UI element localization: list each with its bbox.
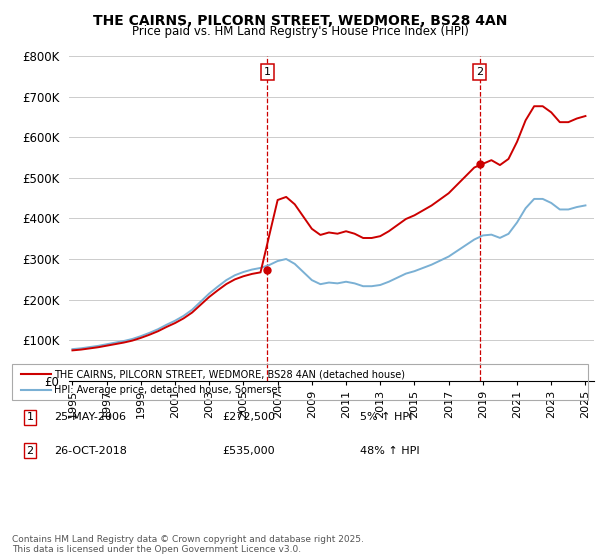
Text: £535,000: £535,000 [222, 446, 275, 456]
Text: 25-MAY-2006: 25-MAY-2006 [54, 412, 126, 422]
Text: 26-OCT-2018: 26-OCT-2018 [54, 446, 127, 456]
Text: 48% ↑ HPI: 48% ↑ HPI [360, 446, 419, 456]
Text: 1: 1 [264, 67, 271, 77]
Text: 2: 2 [476, 67, 484, 77]
Text: £272,500: £272,500 [222, 412, 275, 422]
Text: 5% ↑ HPI: 5% ↑ HPI [360, 412, 412, 422]
Text: Contains HM Land Registry data © Crown copyright and database right 2025.
This d: Contains HM Land Registry data © Crown c… [12, 535, 364, 554]
Text: 2: 2 [26, 446, 34, 456]
Text: HPI: Average price, detached house, Somerset: HPI: Average price, detached house, Some… [54, 385, 281, 395]
Text: THE CAIRNS, PILCORN STREET, WEDMORE, BS28 4AN: THE CAIRNS, PILCORN STREET, WEDMORE, BS2… [93, 14, 507, 28]
Text: Price paid vs. HM Land Registry's House Price Index (HPI): Price paid vs. HM Land Registry's House … [131, 25, 469, 38]
Text: 1: 1 [26, 412, 34, 422]
Text: THE CAIRNS, PILCORN STREET, WEDMORE, BS28 4AN (detached house): THE CAIRNS, PILCORN STREET, WEDMORE, BS2… [54, 369, 405, 379]
